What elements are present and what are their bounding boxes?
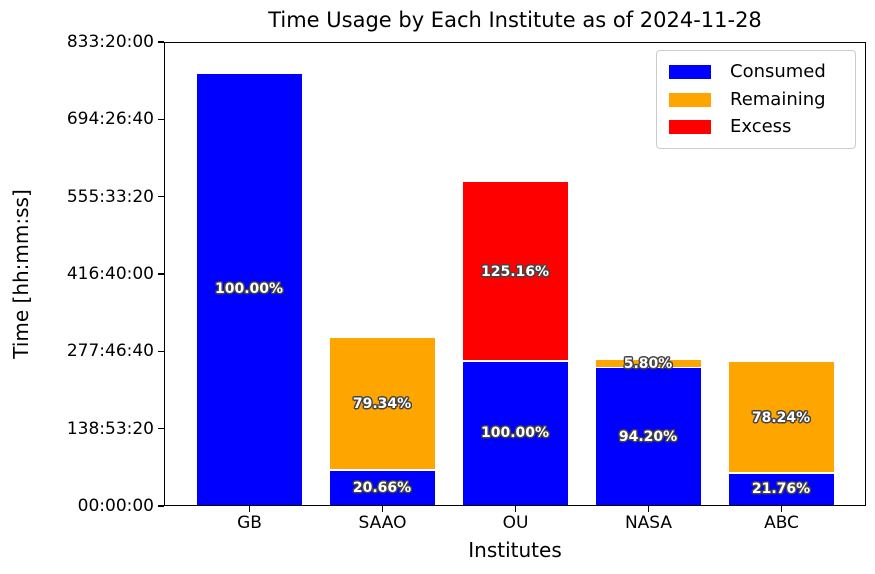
x-tick-label-SAAO: SAAO <box>358 513 407 533</box>
x-tick-label-ABC: ABC <box>764 513 799 533</box>
x-tick-label-OU: OU <box>502 513 529 533</box>
y-tick-label-0: 00:00:00 <box>77 496 154 516</box>
y-tick-label-3: 416:40:00 <box>66 264 154 284</box>
bar-label-OU-excess: 125.16% <box>480 263 550 280</box>
y-tick-0 <box>158 505 164 507</box>
bar-ABC-consumed <box>728 473 834 505</box>
x-axis-label: Institutes <box>468 538 562 562</box>
x-tick-label-NASA: NASA <box>624 513 673 533</box>
bar-GB-consumed <box>196 73 302 505</box>
y-tick-2 <box>158 350 164 353</box>
y-tick-5 <box>158 118 164 121</box>
bar-segment-separator <box>462 360 568 362</box>
chart-title: Time Usage by Each Institute as of 2024-… <box>268 8 762 32</box>
bar-segment-separator <box>329 469 435 471</box>
x-tick-SAAO <box>381 506 384 512</box>
legend-label-excess: Excess <box>730 116 792 137</box>
x-tick-NASA <box>647 506 650 512</box>
bar-SAAO-consumed <box>329 470 435 505</box>
legend-item-remaining: Remaining <box>669 89 843 111</box>
bar-ABC-remaining <box>728 361 834 474</box>
bar-label-NASA-remaining: 5.80% <box>623 355 673 372</box>
y-tick-6 <box>158 41 164 43</box>
bar-label-SAAO-remaining: 79.34% <box>352 396 412 413</box>
legend-label-remaining: Remaining <box>730 88 826 110</box>
bar-OU-consumed <box>462 361 568 505</box>
bar-label-NASA-consumed: 94.20% <box>618 428 678 445</box>
bar-label-SAAO-consumed: 20.66% <box>352 479 412 496</box>
legend: Consumed Remaining Excess <box>656 50 856 149</box>
legend-swatch-consumed <box>669 65 711 79</box>
y-tick-label-5: 694:26:40 <box>66 109 154 130</box>
legend-label-consumed: Consumed <box>730 61 826 82</box>
bar-SAAO-remaining <box>329 337 435 471</box>
x-tick-GB <box>248 506 251 512</box>
legend-item-consumed: Consumed <box>669 61 843 83</box>
y-tick-label-4: 555:33:20 <box>66 186 154 207</box>
bar-OU-excess <box>462 182 568 362</box>
x-tick-ABC <box>780 506 783 512</box>
bar-label-GB-consumed: 100.00% <box>214 281 284 298</box>
x-tick-label-GB: GB <box>237 513 262 533</box>
y-tick-label-6: 833:20:00 <box>66 32 154 52</box>
y-tick-label-1: 138:53:20 <box>66 418 154 439</box>
plot-area: Consumed Remaining Excess 100.00% 20.66% 79.… <box>164 42 866 506</box>
legend-swatch-remaining <box>669 92 711 107</box>
x-tick-OU <box>514 506 517 512</box>
legend-item-excess: Excess <box>669 116 843 138</box>
y-tick-label-2: 277:46:40 <box>66 341 154 362</box>
y-tick-3 <box>158 273 164 275</box>
bar-label-ABC-consumed: 21.76% <box>751 481 811 498</box>
bar-NASA-consumed <box>595 368 701 505</box>
y-tick-4 <box>158 195 164 198</box>
bar-segment-separator <box>728 472 834 474</box>
y-tick-1 <box>158 427 164 430</box>
bar-label-ABC-remaining: 78.24% <box>751 409 811 426</box>
bar-NASA-remaining <box>595 359 701 369</box>
bar-label-OU-consumed: 100.00% <box>480 425 550 442</box>
bar-segment-separator <box>595 366 701 369</box>
legend-swatch-excess <box>669 120 711 134</box>
